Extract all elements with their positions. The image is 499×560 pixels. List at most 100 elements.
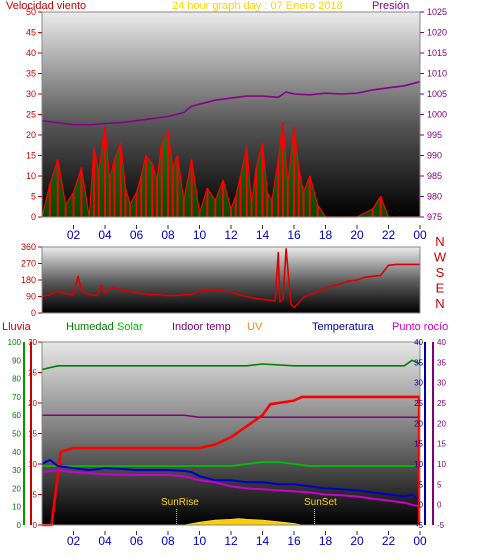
x-tick-label: 00 xyxy=(413,228,427,242)
y-temp-tick-label: -5 xyxy=(416,521,424,530)
x-tick-label: 14 xyxy=(256,534,270,548)
y-right-tick-label: 1015 xyxy=(427,48,447,58)
y-right-tick-label: 980 xyxy=(427,192,442,202)
y-indoor-tick-label: 40 xyxy=(437,338,446,347)
y-indoor-tick-label: 20 xyxy=(437,419,446,428)
legend-punto-rocio: Punto rocío xyxy=(392,321,449,333)
plot-background-direction xyxy=(42,247,420,313)
y-temp-tick-label: 10 xyxy=(414,460,423,469)
y-indoor-tick-label: -5 xyxy=(437,521,445,530)
x-tick-label: 18 xyxy=(319,228,333,242)
y-indoor-tick-label: 0 xyxy=(437,501,442,510)
legend-humedad: Humedad xyxy=(66,321,114,333)
series-indoor-temp xyxy=(42,414,420,418)
sunrise-label: SunRise xyxy=(161,497,199,508)
series-lluvia xyxy=(42,395,420,527)
y-left-tick-label: 10 xyxy=(26,171,36,181)
y-outer-tick-label: 20 xyxy=(12,484,21,493)
y-left-tick-label: 40 xyxy=(26,48,36,58)
x-tick-label: 10 xyxy=(193,534,207,548)
y-outer-tick-label: 0 xyxy=(17,521,22,530)
y-left-tick-label: 45 xyxy=(26,28,36,38)
y-outer-tick-label: 60 xyxy=(12,411,21,420)
y-temp-tick-label: 15 xyxy=(414,440,423,449)
y-outer-tick-label: 90 xyxy=(12,356,21,365)
x-tick-label: 14 xyxy=(256,228,270,242)
y-temp-tick-label: 5 xyxy=(419,480,424,489)
y-left-tick-label: 30 xyxy=(26,89,36,99)
y-left-tick-label: 20 xyxy=(26,130,36,140)
y-temp-tick-label: 35 xyxy=(414,358,423,367)
y-left-tick-label: 5 xyxy=(31,192,36,202)
y-inner-tick-label: 30 xyxy=(28,338,37,347)
y-temp-tick-label: 40 xyxy=(414,338,423,347)
series-punto-roc-o xyxy=(41,469,421,508)
direction-letter: S xyxy=(436,265,445,280)
y-outer-tick-label: 30 xyxy=(12,466,21,475)
humidity-axis-bar xyxy=(23,342,25,525)
legend-uv: UV xyxy=(247,321,263,333)
y-dir-tick-label: 0 xyxy=(31,308,36,318)
x-tick-label: 22 xyxy=(382,534,396,548)
y-right-tick-label: 990 xyxy=(427,151,442,161)
temp-axis-bar xyxy=(424,342,426,525)
y-dir-tick-label: 180 xyxy=(21,275,36,285)
y-inner-tick-label: 15 xyxy=(28,430,37,439)
wind-series-line xyxy=(41,122,420,218)
y-indoor-tick-label: 35 xyxy=(437,358,446,367)
y-dir-tick-label: 90 xyxy=(26,292,36,302)
y-right-tick-label: 1020 xyxy=(427,28,447,38)
x-tick-label: 22 xyxy=(382,228,396,242)
y-left-tick-label: 25 xyxy=(26,110,36,120)
y-temp-tick-label: 20 xyxy=(414,419,423,428)
y-right-tick-label: 985 xyxy=(427,171,442,181)
legend-temperatura: Temperatura xyxy=(312,321,374,333)
y-right-tick-label: 1010 xyxy=(427,69,447,79)
y-inner-tick-label: 25 xyxy=(28,369,37,378)
x-tick-label: 02 xyxy=(67,534,81,548)
x-tick-label: 12 xyxy=(224,534,238,548)
y-temp-tick-label: 25 xyxy=(414,399,423,408)
y-dir-tick-label: 360 xyxy=(21,242,36,252)
y-outer-tick-label: 70 xyxy=(12,393,21,402)
x-tick-label: 10 xyxy=(193,228,207,242)
x-tick-label: 04 xyxy=(98,534,112,548)
x-tick-label: 08 xyxy=(161,228,175,242)
series-temperatura xyxy=(41,458,421,502)
y-indoor-tick-label: 5 xyxy=(437,480,442,489)
x-tick-label: 20 xyxy=(350,228,364,242)
rain-axis-bar xyxy=(30,342,32,525)
y-indoor-tick-label: 10 xyxy=(437,460,446,469)
y-left-tick-label: 0 xyxy=(31,212,36,222)
y-right-tick-label: 1000 xyxy=(427,110,447,120)
x-tick-label: 16 xyxy=(287,534,301,548)
indoor-axis-bar xyxy=(432,342,434,525)
y-inner-tick-label: 5 xyxy=(33,491,38,500)
x-tick-label: 00 xyxy=(413,534,427,548)
y-outer-tick-label: 80 xyxy=(12,375,21,384)
x-tick-label: 06 xyxy=(130,228,144,242)
x-tick-label: 18 xyxy=(319,534,333,548)
series-humedad xyxy=(41,359,421,371)
y-indoor-tick-label: 15 xyxy=(437,440,446,449)
direction-series-line xyxy=(41,248,420,309)
direction-letter: N xyxy=(435,296,444,311)
y-dir-tick-label: 270 xyxy=(21,259,36,269)
x-tick-label: 04 xyxy=(98,228,112,242)
legend-indoor: Indoor temp xyxy=(172,321,231,333)
y-indoor-tick-label: 30 xyxy=(437,379,446,388)
header-center-label: 24 hour graph day : 07 Enero 2018 xyxy=(172,0,343,12)
legend-lluvia: Lluvia xyxy=(2,321,31,333)
y-right-tick-label: 995 xyxy=(427,130,442,140)
y-left-tick-label: 50 xyxy=(26,7,36,17)
legend-solar: Solar xyxy=(117,321,143,333)
header-left-label: Velocidad viento xyxy=(6,0,87,12)
y-left-tick-label: 15 xyxy=(26,151,36,161)
y-temp-tick-label: 30 xyxy=(414,379,423,388)
x-tick-label: 08 xyxy=(161,534,175,548)
y-outer-tick-label: 40 xyxy=(12,448,21,457)
pressure-series-line xyxy=(41,80,421,126)
x-tick-label: 06 xyxy=(130,534,144,548)
y-outer-tick-label: 50 xyxy=(12,430,21,439)
